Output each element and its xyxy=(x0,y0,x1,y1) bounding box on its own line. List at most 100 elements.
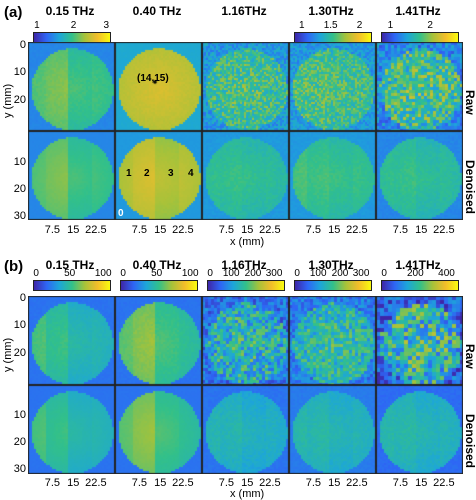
x-tick-label: 7.5 xyxy=(305,477,322,489)
y-label-a: y (mm) xyxy=(2,83,14,118)
x-tick-label: 7.5 xyxy=(392,477,409,489)
colorbar-a-1-ticks: 1 2 3 xyxy=(33,20,111,32)
panel-grid-a xyxy=(28,42,463,220)
freq-title-b-1: 0.15 THz xyxy=(45,258,95,272)
cbar-tick: 100 xyxy=(181,268,199,279)
cbar-tick: 200 xyxy=(406,268,424,279)
x-tick-label: 22.5 xyxy=(172,224,194,236)
x-label-b: x (mm) xyxy=(230,488,265,500)
cbar-tick: 100 xyxy=(309,268,327,279)
colorbar-b-2-gradient xyxy=(120,280,198,291)
x-tick-label: 7.5 xyxy=(131,477,148,489)
x-tick-label: 7.5 xyxy=(218,477,235,489)
y-ticks-a: 0 10 20 10 20 30 xyxy=(13,39,26,222)
colorbar-b-4: 0 100 200 300 xyxy=(294,268,372,291)
x-tick-label: 15 xyxy=(241,224,254,236)
freq-title-b-4: 1.30THz xyxy=(308,258,354,272)
x-tick-label: 15 xyxy=(154,224,167,236)
cbar-tick: 50 xyxy=(64,268,76,279)
cbar-tick: 1 xyxy=(387,20,394,31)
cbar-tick: 0 xyxy=(381,268,387,279)
strip-label-4: 4 xyxy=(188,168,194,179)
cbar-tick: 3 xyxy=(103,20,110,31)
row-label-raw-a: Raw xyxy=(463,90,476,115)
x-tick-label: 15 xyxy=(154,477,167,489)
colorbar-a-1: 1 2 3 xyxy=(33,20,111,43)
cbar-tick: 300 xyxy=(265,268,283,279)
y-label-b: y (mm) xyxy=(2,337,14,372)
freq-title-b-2: 0.40 THz xyxy=(132,258,182,272)
x-tick-label: 22.5 xyxy=(172,477,194,489)
x-tick-label: 7.5 xyxy=(305,224,322,236)
cbar-tick: 1 xyxy=(34,20,40,31)
x-tick-label: 22.5 xyxy=(433,224,455,236)
x-tick-label: 7.5 xyxy=(131,224,148,236)
cbar-tick: 200 xyxy=(244,268,262,279)
strip-label-2: 2 xyxy=(144,168,150,179)
cbar-tick: 0 xyxy=(207,268,213,279)
freq-title-b-3: 1.16THz xyxy=(221,258,267,272)
x-tick-label: 22.5 xyxy=(85,224,107,236)
cbar-tick: 100 xyxy=(94,268,112,279)
freq-title-a-1: 0.15 THz xyxy=(45,4,95,18)
heatmap-grid-a xyxy=(28,42,463,220)
freq-title-a-2: 0.40 THz xyxy=(132,4,182,18)
cbar-tick: 2 xyxy=(427,20,433,31)
x-tick-label: 22.5 xyxy=(346,477,368,489)
colorbar-b-3-gradient xyxy=(207,280,285,291)
x-tick-label: 15 xyxy=(328,224,341,236)
freq-title-a-3: 1.16THz xyxy=(221,4,267,18)
x-tick-label: 15 xyxy=(67,224,80,236)
freq-title-a-5: 1.41THz xyxy=(395,4,441,18)
colorbar-b-2: 0 50 100 xyxy=(120,268,199,291)
cbar-tick: 400 xyxy=(438,268,455,279)
x-tick-label: 15 xyxy=(415,477,428,489)
cbar-tick: 0 xyxy=(294,268,300,279)
x-tick-label: 15 xyxy=(415,224,428,236)
freq-title-a-4: 1.30THz xyxy=(308,4,354,18)
cbar-tick: 0 xyxy=(33,268,39,279)
x-ticks-b: 7.5 15 22.5 7.5 15 22.5 7.5 15 22.5 7.5 15 22.5 7.5 1… xyxy=(28,477,463,491)
x-tick-label: 7.5 xyxy=(392,224,409,236)
strip-label-3: 3 xyxy=(168,168,174,179)
colorbar-b-3: 0 100 200 300 xyxy=(207,268,285,291)
colorbar-b-5: 0 200 400 xyxy=(381,268,459,291)
x-tick-label: 22.5 xyxy=(433,477,455,489)
x-tick-label: 22.5 xyxy=(259,224,281,236)
x-label-a: x (mm) xyxy=(230,236,265,248)
x-tick-label: 15 xyxy=(67,477,80,489)
x-tick-label: 15 xyxy=(241,477,254,489)
colorbar-b-1: 0 50 100 xyxy=(33,268,112,291)
zero-label: 0 xyxy=(118,208,124,219)
panel-label-b: (b) xyxy=(4,258,24,275)
panel-grid-b xyxy=(28,296,463,474)
x-ticks-a: 7.5 15 22.5 7.5 15 22.5 7.5 15 22.5 7.5 15 22.5 7.5 1… xyxy=(28,224,463,238)
cbar-tick: 300 xyxy=(352,268,370,279)
cbar-tick: 2 xyxy=(70,20,77,31)
freq-title-b-5: 1.41THz xyxy=(395,258,441,272)
colorbar-b-1-gradient xyxy=(33,280,111,291)
x-tick-label: 22.5 xyxy=(259,477,281,489)
row-label-raw-b: Raw xyxy=(463,344,476,369)
x-tick-label: 15 xyxy=(328,477,341,489)
cbar-tick: 1.5 xyxy=(323,20,338,31)
cbar-tick: 50 xyxy=(151,268,163,279)
colorbar-b-5-gradient xyxy=(381,280,459,291)
colorbar-b-4-gradient xyxy=(294,280,372,291)
annotation-point: (14,15) xyxy=(137,73,169,84)
cbar-tick: 1 xyxy=(299,20,305,31)
row-label-denoised-a: Denoised xyxy=(463,160,476,215)
panel-label-a: (a) xyxy=(4,4,23,21)
x-tick-label: 7.5 xyxy=(44,477,61,489)
strip-label-1: 1 xyxy=(126,168,132,179)
heatmap-grid-b xyxy=(28,296,463,474)
x-tick-label: 22.5 xyxy=(346,224,368,236)
cbar-tick: 2 xyxy=(356,20,363,31)
y-ticks-b: 0 10 20 10 20 30 xyxy=(13,292,26,475)
x-tick-label: 7.5 xyxy=(44,224,61,236)
colorbar-a-4: 1 1.5 2 xyxy=(294,20,372,43)
cbar-tick: 0 xyxy=(120,268,126,279)
x-tick-label: 22.5 xyxy=(85,477,107,489)
colorbar-a-5: 1 2 xyxy=(381,20,459,43)
cbar-tick: 100 xyxy=(222,268,240,279)
